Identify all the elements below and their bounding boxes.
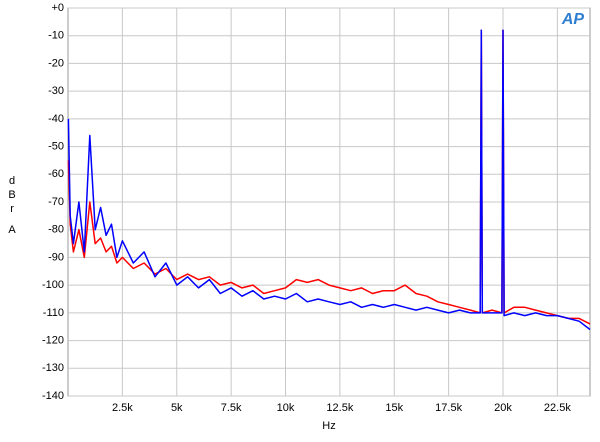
- y-tick-label: -110: [43, 307, 64, 319]
- logo: AP: [561, 11, 585, 28]
- x-tick-label: 5k: [171, 402, 183, 414]
- x-axis-label: Hz: [322, 420, 335, 432]
- y-tick-label: -50: [48, 140, 64, 152]
- y-tick-label: -80: [48, 224, 64, 236]
- x-tick-label: 15k: [385, 402, 403, 414]
- y-tick-label: -70: [48, 196, 64, 208]
- x-tick-label: 2.5k: [112, 402, 133, 414]
- y-tick-label: -100: [42, 279, 64, 291]
- y-axis-unit: A: [8, 224, 16, 236]
- x-tick-label: 17.5k: [435, 402, 462, 414]
- y-tick-label: -90: [48, 251, 64, 263]
- y-tick-label: -60: [48, 168, 64, 180]
- y-tick-label: -40: [48, 113, 64, 125]
- y-tick-label: -130: [42, 362, 64, 374]
- y-tick-label: -10: [48, 30, 64, 42]
- y-tick-label: -30: [48, 85, 64, 97]
- x-tick-label: 22.5k: [544, 402, 571, 414]
- y-tick-label: -20: [48, 57, 64, 69]
- x-tick-label: 20k: [494, 402, 512, 414]
- x-tick-label: 10k: [277, 402, 295, 414]
- y-tick-label: -140: [42, 390, 64, 402]
- y-axis-label: dBr: [6, 175, 18, 217]
- x-tick-label: 12.5k: [326, 402, 353, 414]
- y-tick-label: +0: [51, 2, 64, 14]
- y-tick-label: -120: [42, 334, 64, 346]
- series-line: [67, 29, 591, 331]
- x-tick-label: 7.5k: [221, 402, 242, 414]
